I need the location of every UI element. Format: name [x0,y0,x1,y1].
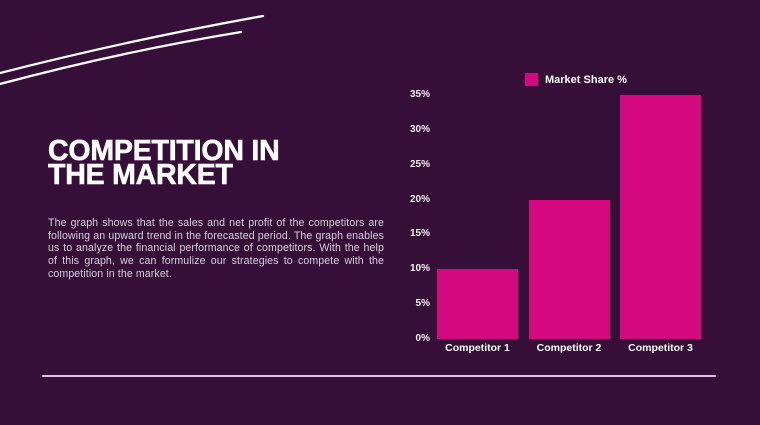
bar-competitor-1 [437,269,518,339]
chart-legend: Market Share % [525,73,627,86]
y-tick-label: 20% [409,193,430,205]
y-tick-label: 15% [409,228,430,240]
title-line-1: COMPETITION IN [48,135,280,167]
legend-label: Market Share % [545,73,627,86]
x-axis-label: Competitor 2 [536,342,602,354]
y-tick-label: 35% [409,89,430,100]
x-axis-label: Competitor 3 [628,342,693,354]
decor-curve-bottom [0,30,243,86]
market-share-bar-chart: Market Share % 0% 5% 10% 15% 20% 25% 30% 35% Co… [405,68,705,360]
bar-competitor-3 [620,95,701,339]
y-tick-label: 30% [409,123,430,135]
slide-title: COMPETITION IN THE MARKET [48,136,388,189]
y-tick-label: 10% [409,263,430,275]
x-axis-labels: Competitor 1 Competitor 2 Competitor 3 [437,342,701,354]
y-tick-label: 5% [415,298,430,310]
y-axis: 0% 5% 10% 15% 20% 25% 30% 35% [405,90,430,344]
decor-curve-top [0,14,265,75]
slide-body-text: The graph shows that the sales and net p… [48,217,384,280]
y-tick-label: 0% [415,333,430,344]
plot-area [437,95,701,339]
title-line-2: THE MARKET [48,158,234,191]
y-tick-label: 25% [409,158,430,170]
legend-color-swatch [525,73,538,86]
decorative-curves [0,14,265,86]
bar-competitor-2 [528,199,610,339]
bottom-divider-line [42,375,716,377]
x-axis-label: Competitor 1 [445,342,510,354]
